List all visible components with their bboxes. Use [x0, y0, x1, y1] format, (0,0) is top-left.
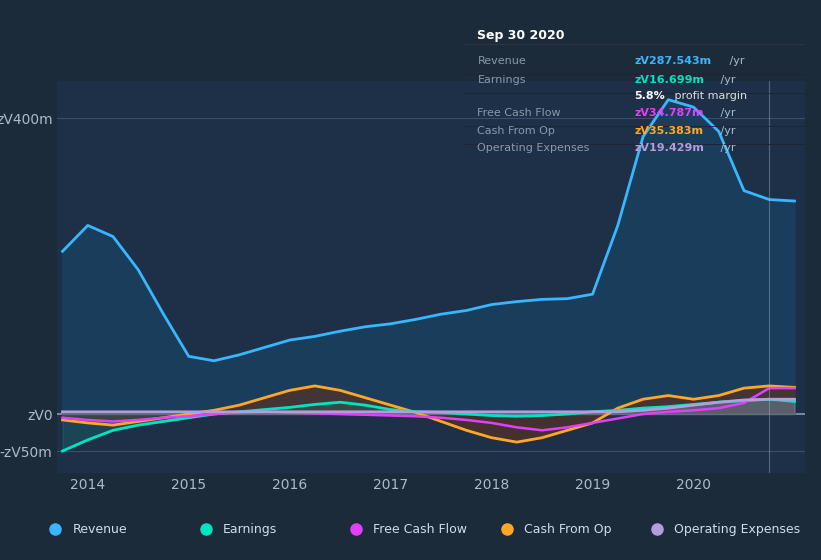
Text: Earnings: Earnings [478, 75, 526, 85]
Text: /yr: /yr [717, 75, 736, 85]
Text: /yr: /yr [717, 108, 736, 118]
Text: zᐯ34.787m: zᐯ34.787m [635, 108, 704, 118]
Text: Sep 30 2020: Sep 30 2020 [478, 29, 565, 43]
Text: /yr: /yr [727, 56, 745, 66]
Text: /yr: /yr [717, 125, 736, 136]
Text: Free Cash Flow: Free Cash Flow [374, 522, 467, 536]
Text: zᐯ35.383m: zᐯ35.383m [635, 125, 704, 136]
Text: Operating Expenses: Operating Expenses [674, 522, 800, 536]
Text: Earnings: Earnings [223, 522, 277, 536]
Text: zᐯ19.429m: zᐯ19.429m [635, 143, 704, 153]
Text: Cash From Op: Cash From Op [524, 522, 612, 536]
Text: Cash From Op: Cash From Op [478, 125, 555, 136]
Text: Free Cash Flow: Free Cash Flow [478, 108, 561, 118]
Text: zᐯ287.543m: zᐯ287.543m [635, 56, 711, 66]
Text: 5.8%: 5.8% [635, 91, 665, 101]
Text: profit margin: profit margin [671, 91, 747, 101]
Text: zᐯ16.699m: zᐯ16.699m [635, 75, 704, 85]
Text: /yr: /yr [717, 143, 736, 153]
Text: Revenue: Revenue [478, 56, 526, 66]
Text: Operating Expenses: Operating Expenses [478, 143, 589, 153]
Text: Revenue: Revenue [72, 522, 127, 536]
